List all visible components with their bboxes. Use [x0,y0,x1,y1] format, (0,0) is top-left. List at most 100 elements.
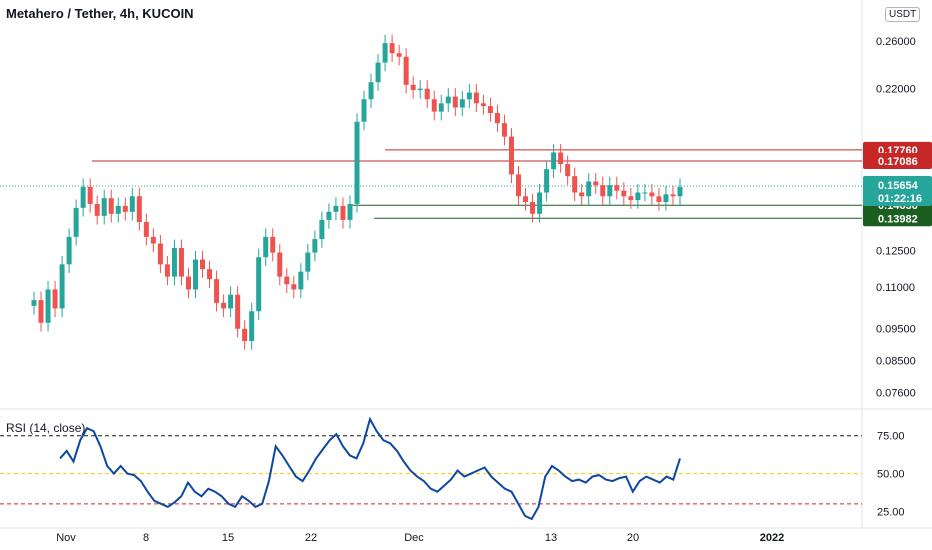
last-price-tag [863,175,932,206]
candle-body [487,106,493,114]
candle-body [382,43,388,63]
candle-body [164,264,170,277]
time-tick-label: 20 [627,532,639,544]
candle-body [214,279,220,303]
candle-body [45,289,51,323]
candle-body [66,236,72,265]
candle-body [298,271,304,290]
candle-body [80,186,86,208]
candle-body [516,174,521,197]
candle-body [424,88,430,100]
candle-body [572,176,578,193]
candle-body [347,203,353,220]
candle-body [586,181,592,197]
candle-body [38,300,44,323]
price-level-tag-text: 0.17086 [878,156,918,168]
candle-body [593,181,599,186]
candle-body [501,123,507,137]
time-tick-label: 13 [545,532,557,544]
candle-body [221,302,227,309]
candle-body [579,192,585,197]
candle-body [242,328,248,342]
last-price-value: 0.15654 [878,180,919,192]
candle-body [396,53,402,57]
price-level-lines [0,149,862,219]
grid-lines [0,0,932,529]
candle-body [494,113,500,124]
time-axis[interactable]: Nov 8 15 22 Dec 13 20 2022 [56,532,784,544]
price-tick-label: 0.26000 [876,36,916,48]
price-level-tag [863,210,932,227]
candle-body [340,205,346,220]
candle-body [319,219,325,240]
rsi-tick-label: 75.00 [877,431,905,443]
candle-body [614,185,620,191]
candle-body [480,103,486,107]
candle-body [670,194,676,197]
candle-body [136,196,142,223]
candle-body [291,284,297,290]
candle-body [452,96,458,108]
candle-body [628,196,634,201]
time-tick-label: 8 [143,532,149,544]
rsi-axis[interactable]: 75.00 50.00 25.00 [877,431,905,519]
chart-title: Metahero / Tether, 4h, KUCOIN [6,6,194,21]
price-level-tag-text: 0.13982 [878,213,918,225]
candle-body [403,56,409,85]
candle-body [389,43,395,54]
candle-body [537,192,543,214]
candle-body [200,259,206,270]
time-tick-label: Nov [56,532,76,544]
candle-body [649,192,655,197]
candle-body [122,205,128,212]
candle-body [326,211,332,220]
candle-body [207,269,213,280]
price-tick-label: 0.09500 [876,324,916,336]
candle-body [185,276,191,290]
candle-body [249,311,255,342]
candle-body [277,252,283,277]
candle-body [73,207,79,237]
candle-body [642,192,648,194]
candle-body [235,294,241,329]
candle-body [445,96,451,104]
last-price-countdown: 01:22:16 [878,193,922,205]
candle-body [171,248,177,277]
candle-body [530,202,536,214]
candle-body [129,196,135,212]
candle-body [607,185,613,197]
time-tick-label: Dec [404,532,424,544]
rsi-line [59,416,681,521]
candle-body [31,300,37,306]
price-level-tags: 0.177600.170860.146360.139820.1565401:22… [863,141,932,227]
candle-body [228,294,234,309]
candle-body [52,289,58,309]
candle-body [551,152,557,170]
currency-unit-badge[interactable]: USDT [885,7,921,22]
candle-body [333,205,339,212]
price-tick-label: 0.07600 [876,388,916,400]
candle-body [466,92,472,100]
candle-body [94,203,100,216]
candle-body [600,185,606,197]
candle-body [157,243,163,265]
price-tick-label: 0.11000 [876,282,915,294]
candle-body [635,192,641,201]
rsi-series [0,416,862,521]
candlestick-series [31,34,683,350]
candle-body [87,186,93,204]
time-tick-label: 22 [305,532,317,544]
price-level-tag [863,152,932,169]
candle-body [459,99,465,108]
candle-body [523,196,529,203]
candle-body [354,121,360,204]
candle-body [544,169,550,193]
candle-body [558,152,564,165]
candle-body [368,82,374,100]
candle-body [270,236,276,253]
rsi-indicator-label[interactable]: RSI (14, close) [6,421,86,435]
candle-body [677,186,683,197]
candle-body [178,248,184,277]
candle-body [263,236,269,258]
